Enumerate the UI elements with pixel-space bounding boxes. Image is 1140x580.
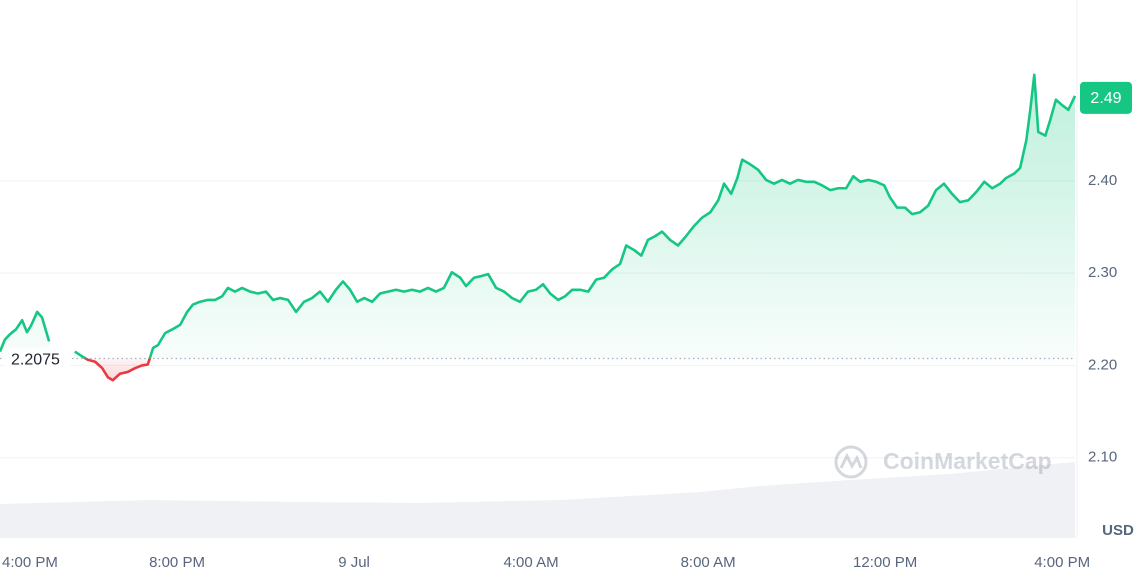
x-tick-label: 8:00 PM [149,554,205,571]
area [0,74,1075,381]
y-tick-label: 2.30 [1088,264,1117,281]
watermark-text: CoinMarketCap [883,448,1052,474]
x-tick-label: 4:00 PM [2,554,58,571]
current-price-label: 2.49 [1090,90,1121,107]
watermark: CoinMarketCap [834,445,1052,479]
price-line [0,73,1077,382]
volume-area [0,462,1075,538]
y-tick-label: 2.40 [1088,172,1117,189]
baseline-label: 2.2075 [11,352,60,369]
x-tick-label: 4:00 PM [1034,554,1090,571]
y-unit: USD [1102,522,1134,539]
current-price-box [1080,81,1132,114]
y-tick-label: 2.20 [1088,356,1117,373]
x-tick-label: 9 Jul [338,554,370,571]
x-tick-label: 8:00 AM [681,554,736,571]
x-tick-label: 4:00 AM [504,554,559,571]
baseline-label-bg [4,348,70,369]
x-tick-label: 12:00 PM [853,554,917,571]
y-tick-label: 2.10 [1088,449,1117,466]
